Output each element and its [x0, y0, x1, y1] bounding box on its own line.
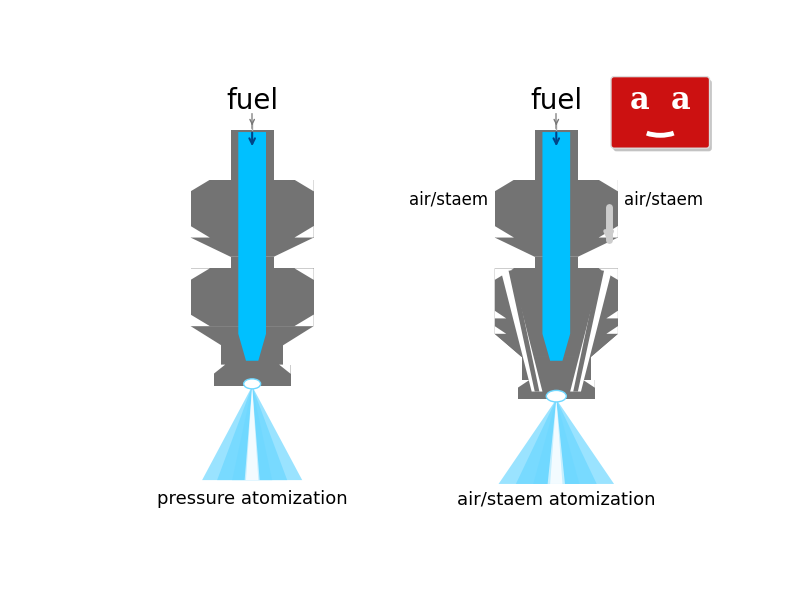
Polygon shape: [190, 226, 210, 238]
Polygon shape: [583, 380, 594, 388]
Polygon shape: [190, 326, 314, 346]
Polygon shape: [598, 180, 618, 191]
Bar: [534, 257, 578, 268]
Bar: [230, 257, 274, 268]
Polygon shape: [606, 326, 618, 334]
Polygon shape: [494, 334, 618, 357]
Text: fuel: fuel: [226, 87, 278, 115]
Polygon shape: [190, 268, 210, 280]
Polygon shape: [494, 238, 618, 257]
Polygon shape: [606, 311, 618, 319]
Polygon shape: [598, 268, 618, 280]
Polygon shape: [294, 226, 314, 238]
Text: air/staem atomization: air/staem atomization: [457, 490, 655, 508]
Polygon shape: [190, 314, 210, 326]
Bar: [518, 380, 594, 399]
Polygon shape: [516, 399, 597, 484]
Polygon shape: [217, 386, 287, 480]
Polygon shape: [598, 226, 618, 238]
Polygon shape: [570, 271, 612, 392]
Polygon shape: [246, 386, 258, 480]
Ellipse shape: [546, 391, 566, 402]
Polygon shape: [494, 326, 506, 334]
Polygon shape: [518, 380, 530, 388]
Polygon shape: [498, 399, 614, 484]
Bar: [190, 268, 314, 326]
FancyBboxPatch shape: [611, 77, 710, 148]
Bar: [494, 180, 618, 238]
Polygon shape: [606, 311, 618, 334]
Polygon shape: [279, 365, 290, 374]
Polygon shape: [494, 268, 618, 357]
Polygon shape: [214, 365, 226, 374]
Polygon shape: [238, 132, 266, 361]
FancyBboxPatch shape: [614, 80, 712, 151]
Polygon shape: [494, 180, 514, 191]
Bar: [534, 130, 578, 180]
Polygon shape: [494, 311, 506, 319]
Polygon shape: [509, 271, 539, 392]
Bar: [494, 268, 618, 334]
Polygon shape: [548, 399, 565, 484]
Polygon shape: [202, 386, 302, 480]
Text: a  a: a a: [630, 85, 690, 116]
Bar: [230, 130, 274, 180]
Text: air/staem: air/staem: [410, 190, 489, 208]
Polygon shape: [294, 314, 314, 326]
Polygon shape: [190, 180, 210, 191]
Bar: [214, 365, 290, 386]
Polygon shape: [534, 399, 579, 484]
Text: fuel: fuel: [530, 87, 582, 115]
Text: pressure atomization: pressure atomization: [157, 490, 347, 508]
Polygon shape: [245, 386, 260, 480]
Polygon shape: [232, 386, 272, 480]
Polygon shape: [190, 238, 314, 257]
Polygon shape: [542, 132, 570, 361]
Polygon shape: [294, 180, 314, 191]
Bar: [522, 357, 591, 380]
Polygon shape: [294, 268, 314, 280]
Bar: [222, 346, 283, 365]
Polygon shape: [501, 271, 542, 392]
Polygon shape: [494, 311, 506, 334]
Bar: [190, 180, 314, 238]
Ellipse shape: [244, 379, 261, 389]
Polygon shape: [494, 268, 514, 280]
Polygon shape: [494, 226, 514, 238]
Polygon shape: [574, 271, 604, 392]
Text: air/staem: air/staem: [624, 190, 703, 208]
Polygon shape: [550, 399, 562, 484]
